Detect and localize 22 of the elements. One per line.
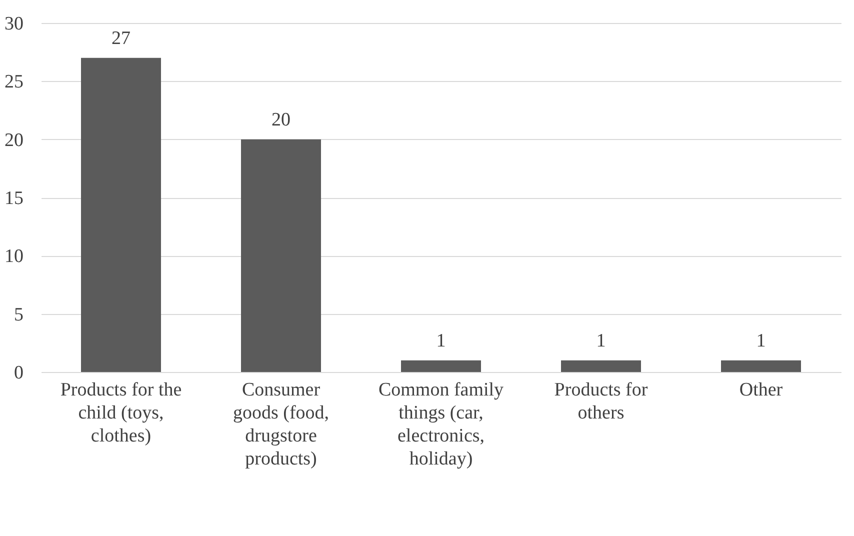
data-label: 27 bbox=[112, 28, 130, 49]
y-tick-label: 30 bbox=[4, 14, 24, 34]
y-tick-label: 25 bbox=[4, 72, 24, 93]
bar bbox=[721, 360, 801, 372]
data-label: 1 bbox=[756, 330, 766, 352]
data-label: 1 bbox=[596, 330, 606, 352]
y-tick-label: 15 bbox=[4, 188, 24, 209]
y-tick-label: 5 bbox=[14, 304, 24, 326]
data-label: 1 bbox=[436, 330, 446, 352]
y-tick-label: 10 bbox=[4, 246, 24, 268]
x-tick-label: Products for the child (toys, clothes) bbox=[60, 380, 182, 446]
x-tick-label: Common family things (car, electronics, holiday) bbox=[378, 380, 504, 470]
x-tick-label: Consumer goods (food, drugstore products) bbox=[232, 380, 330, 470]
bar bbox=[81, 58, 161, 372]
y-tick-label: 0 bbox=[14, 362, 24, 384]
x-tick-label: Other bbox=[739, 380, 784, 400]
data-label: 20 bbox=[272, 109, 290, 130]
bar bbox=[241, 139, 321, 372]
bar bbox=[401, 360, 481, 372]
bar bbox=[561, 360, 641, 372]
x-tick-label: Products for others bbox=[554, 380, 648, 424]
y-tick-label: 20 bbox=[4, 130, 24, 151]
